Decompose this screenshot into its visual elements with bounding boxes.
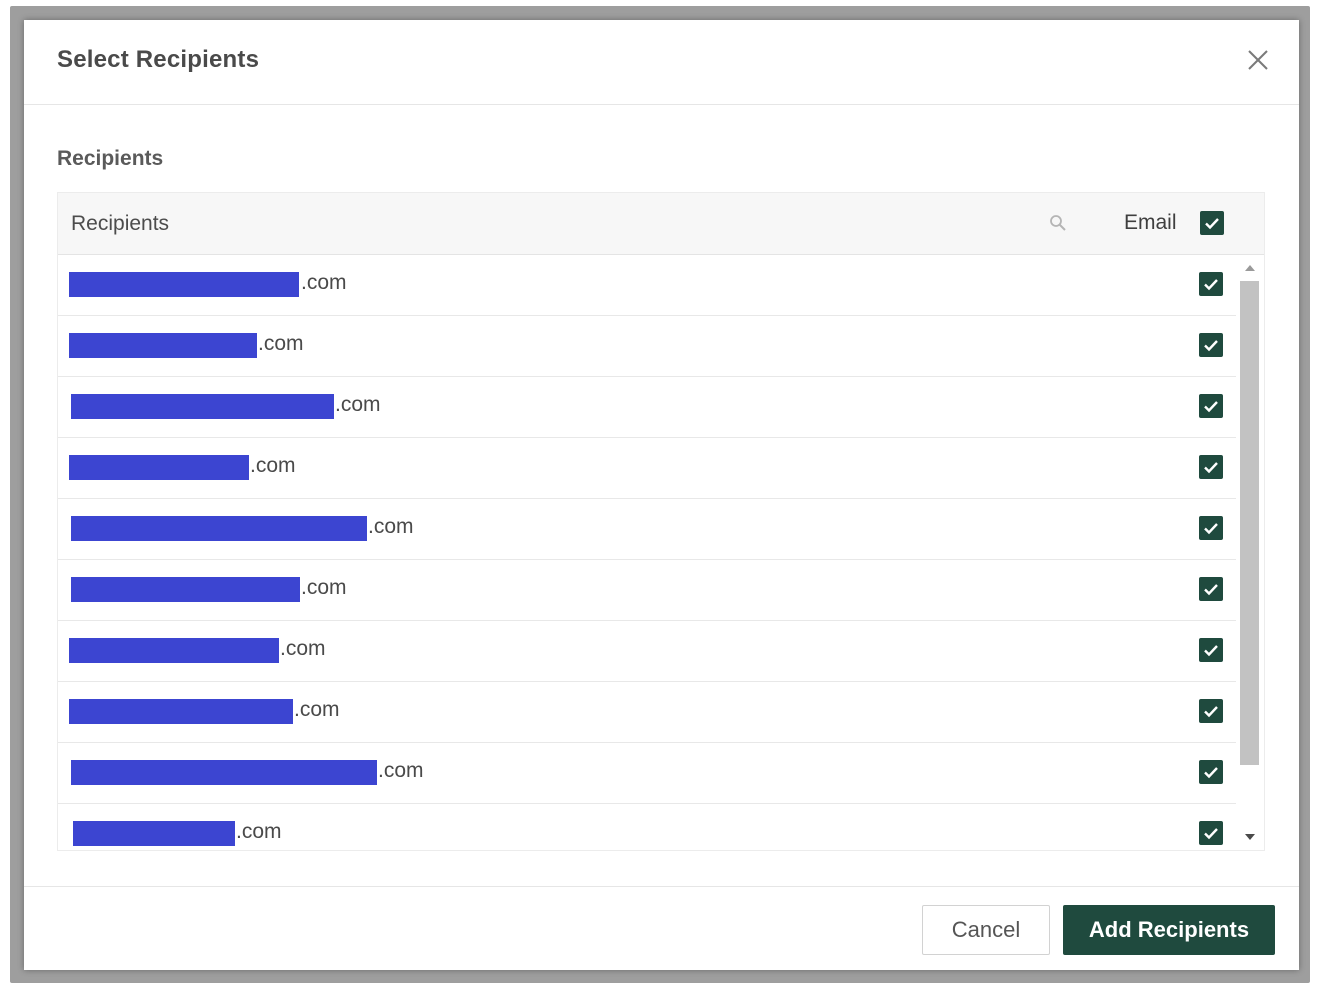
email-column-header: Email xyxy=(1124,211,1177,234)
recipients-column-header: Recipients xyxy=(71,212,170,235)
list-scrollbar[interactable] xyxy=(1238,255,1262,850)
close-icon[interactable] xyxy=(1242,44,1274,76)
table-row: .com xyxy=(58,377,1236,438)
dialog-header: Select Recipients xyxy=(24,20,1299,105)
table-row: .com xyxy=(58,560,1236,621)
table-row: .com xyxy=(58,499,1236,560)
email-domain: .com xyxy=(301,576,347,599)
check-icon xyxy=(1204,462,1218,474)
email-domain: .com xyxy=(368,515,414,538)
table-row: .com xyxy=(58,743,1236,804)
email-checkbox[interactable] xyxy=(1199,577,1223,601)
email-checkbox[interactable] xyxy=(1199,333,1223,357)
email-domain: .com xyxy=(335,393,381,416)
email-domain: .com xyxy=(280,637,326,660)
email-checkbox[interactable] xyxy=(1199,760,1223,784)
email-domain: .com xyxy=(294,698,340,721)
redacted-email xyxy=(71,394,334,419)
redacted-email xyxy=(69,333,257,358)
table-header: Recipients Email xyxy=(58,193,1264,255)
email-checkbox[interactable] xyxy=(1199,394,1223,418)
check-icon xyxy=(1204,584,1218,596)
redacted-email xyxy=(73,821,235,846)
email-checkbox[interactable] xyxy=(1199,272,1223,296)
recipients-table: Recipients Email .com xyxy=(57,192,1265,851)
email-domain: .com xyxy=(236,820,282,843)
email-domain: .com xyxy=(258,332,304,355)
email-checkbox[interactable] xyxy=(1199,821,1223,845)
email-domain: .com xyxy=(378,759,424,782)
recipients-list: .com .com .com .com .com xyxy=(58,255,1236,850)
email-checkbox[interactable] xyxy=(1199,699,1223,723)
redacted-email xyxy=(69,638,279,663)
check-icon xyxy=(1204,828,1218,840)
redacted-email xyxy=(69,272,299,297)
table-row: .com xyxy=(58,621,1236,682)
dialog-footer: Cancel Add Recipients xyxy=(24,886,1299,971)
email-checkbox[interactable] xyxy=(1199,455,1223,479)
table-row: .com xyxy=(58,255,1236,316)
redacted-email xyxy=(71,577,300,602)
email-domain: .com xyxy=(250,454,296,477)
check-icon xyxy=(1204,340,1218,352)
add-recipients-button[interactable]: Add Recipients xyxy=(1063,905,1275,955)
email-checkbox[interactable] xyxy=(1199,516,1223,540)
redacted-email xyxy=(71,760,377,785)
scrollbar-thumb[interactable] xyxy=(1240,281,1259,765)
search-icon[interactable] xyxy=(1048,213,1068,233)
table-row: .com xyxy=(58,682,1236,743)
check-icon xyxy=(1204,706,1218,718)
email-checkbox[interactable] xyxy=(1199,638,1223,662)
check-icon xyxy=(1205,218,1219,230)
redacted-email xyxy=(69,455,249,480)
dialog-title: Select Recipients xyxy=(57,46,260,73)
select-recipients-dialog: Select Recipients Recipients Recipients … xyxy=(24,20,1299,970)
check-icon xyxy=(1204,401,1218,413)
table-row: .com xyxy=(58,804,1236,850)
redacted-email xyxy=(71,516,367,541)
scroll-up-arrow-icon[interactable] xyxy=(1245,265,1255,271)
check-icon xyxy=(1204,645,1218,657)
select-all-email-checkbox[interactable] xyxy=(1200,211,1224,235)
check-icon xyxy=(1204,279,1218,291)
cancel-button[interactable]: Cancel xyxy=(922,905,1050,955)
table-row: .com xyxy=(58,438,1236,499)
table-row: .com xyxy=(58,316,1236,377)
check-icon xyxy=(1204,767,1218,779)
redacted-email xyxy=(69,699,293,724)
recipients-section-label: Recipients xyxy=(57,147,164,170)
scroll-down-arrow-icon[interactable] xyxy=(1245,834,1255,840)
email-domain: .com xyxy=(301,271,347,294)
check-icon xyxy=(1204,523,1218,535)
